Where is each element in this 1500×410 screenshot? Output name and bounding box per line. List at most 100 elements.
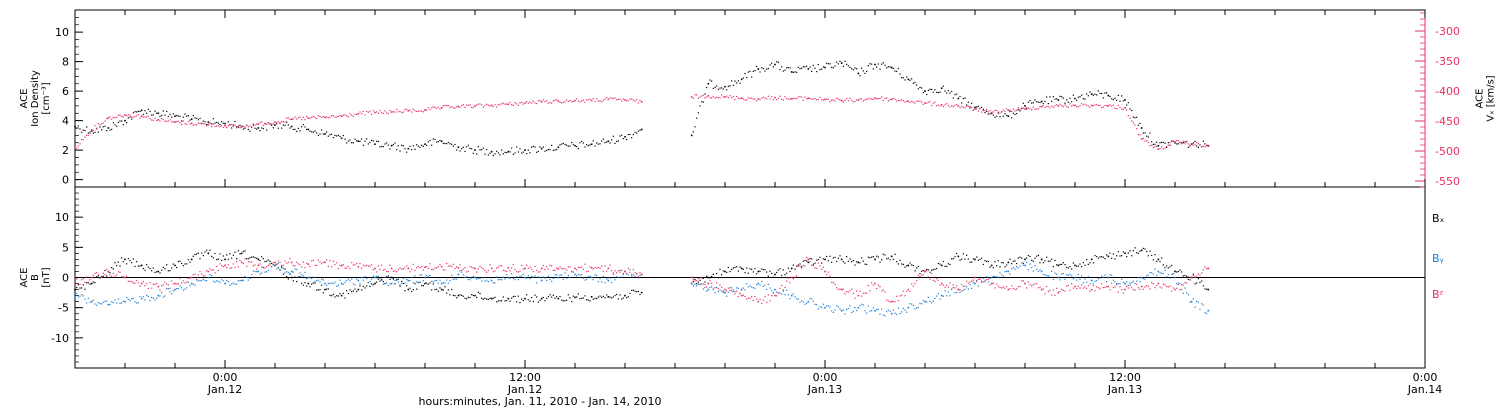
texture-vx [461,104,463,107]
point-density [224,122,226,125]
texture-bz [476,271,478,273]
texture-by [154,299,156,301]
texture-by [399,284,401,286]
texture-by [1097,278,1099,280]
texture-by [187,281,189,283]
texture-vx [366,110,368,113]
texture-density [346,142,348,144]
texture-bx [776,271,778,274]
texture-bz [1147,285,1149,288]
texture-density [537,150,539,152]
texture-density [696,117,698,119]
texture-by [482,277,484,279]
texture-vx [169,119,171,121]
point-by [107,303,110,306]
texture-bx [401,280,403,282]
texture-bz [1146,284,1148,287]
texture-density [487,154,489,156]
texture-bx [959,259,961,261]
point-bz [590,267,593,269]
texture-by [1031,266,1033,269]
texture-bx [394,283,396,285]
texture-density [884,64,886,66]
texture-vx [126,115,128,117]
texture-bx [994,261,996,263]
point-bz [1174,288,1176,291]
texture-vx [986,108,988,111]
texture-vx [1081,103,1083,105]
texture-bx [896,261,898,263]
texture-by [467,278,469,280]
texture-bx [1156,260,1158,262]
texture-bz [247,261,249,263]
texture-bz [244,258,246,260]
texture-bz [746,298,748,300]
texture-vx [531,102,533,104]
texture-by [701,283,703,285]
texture-vx [954,104,956,107]
texture-bz [699,283,701,285]
texture-bx [1016,262,1018,265]
texture-vx [816,99,818,101]
texture-bz [167,284,169,286]
texture-vx [934,101,936,103]
texture-vx [722,96,724,98]
texture-density [194,117,196,119]
texture-density [1059,95,1061,97]
texture-bx [577,293,579,295]
texture-density [197,119,199,121]
texture-bx [899,259,901,261]
texture-by [697,283,699,285]
texture-bz [1166,285,1168,288]
point-by [90,300,93,303]
texture-vx [1094,104,1096,106]
texture-vx [396,109,398,111]
texture-density [1064,102,1066,104]
texture-bx [409,287,411,289]
texture-density [829,63,831,65]
texture-bx [422,285,424,287]
texture-density [1077,96,1079,98]
texture-vx [451,106,453,108]
texture-by [1052,278,1054,281]
texture-by [844,313,846,315]
point-by [1207,309,1210,312]
texture-vx [1097,104,1099,107]
texture-by [956,291,958,294]
texture-bx [214,252,216,255]
texture-vx [459,106,461,108]
texture-by [192,283,194,285]
texture-bx [1149,250,1151,252]
point-bx [1074,264,1076,267]
texture-bz [319,261,321,263]
texture-bx [1181,271,1183,273]
texture-by [1037,270,1039,273]
texture-density [446,143,448,145]
texture-density [271,124,273,126]
texture-bz [906,290,908,292]
texture-vx [314,116,316,118]
texture-bz [464,267,466,269]
texture-bx [76,286,78,289]
texture-bx [802,260,804,262]
texture-by [831,310,833,312]
point-by [857,306,860,309]
texture-density [1146,135,1148,137]
point-bz [207,270,210,273]
texture-bx [226,254,228,256]
texture-vx [872,98,874,100]
texture-bz [1149,288,1151,290]
texture-by [736,287,738,289]
texture-density [144,110,146,112]
texture-bz [917,274,919,276]
texture-density [597,143,599,145]
texture-density [1047,102,1049,105]
texture-bz [514,269,516,271]
texture-by [359,283,361,285]
texture-bx [909,262,911,264]
texture-vx [201,123,203,125]
point-bx [257,258,260,261]
texture-density [877,63,879,65]
point-vx [424,109,426,111]
texture-bx [397,278,399,280]
